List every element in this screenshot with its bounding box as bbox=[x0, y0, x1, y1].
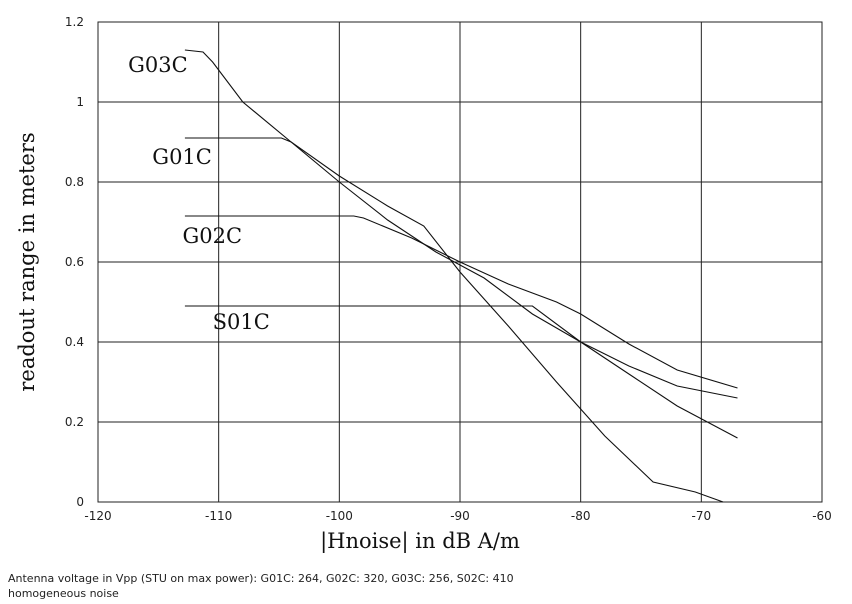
x-axis-title: |Hnoise| in dB A/m bbox=[320, 529, 520, 554]
series-line-g03c bbox=[184, 49, 724, 503]
x-axis-ticks: -120 -110 -100 -90 -80 -70 -60 bbox=[84, 509, 831, 523]
y-tick-label: 1.2 bbox=[65, 15, 84, 29]
grid bbox=[98, 22, 822, 502]
y-tick-label: 0.8 bbox=[65, 175, 84, 189]
plot-frame bbox=[97, 21, 823, 503]
series-labels: G03C G01C G02C S01C bbox=[128, 53, 270, 334]
y-tick-label: 0.4 bbox=[65, 335, 84, 349]
series-line-g02c bbox=[184, 215, 738, 389]
x-tick-label: -70 bbox=[692, 509, 712, 523]
x-tick-label: -60 bbox=[812, 509, 832, 523]
x-tick-label: -110 bbox=[205, 509, 232, 523]
y-tick-label: 0.2 bbox=[65, 415, 84, 429]
y-axis-ticks: 0 0.2 0.4 0.6 0.8 1 1.2 bbox=[65, 15, 84, 509]
series-label-g03c: G03C bbox=[128, 53, 188, 77]
antenna-voltage-note: Antenna voltage in Vpp (STU on max power… bbox=[8, 572, 514, 585]
y-tick-label: 1 bbox=[76, 95, 84, 109]
y-tick-label: 0.6 bbox=[65, 255, 84, 269]
noise-type-note: homogeneous noise bbox=[8, 587, 119, 600]
series-label-s01c: S01C bbox=[213, 310, 270, 334]
y-tick-label: 0 bbox=[76, 495, 84, 509]
series-line-g01c bbox=[184, 137, 738, 399]
series-label-g02c: G02C bbox=[182, 224, 242, 248]
series-lines bbox=[184, 49, 738, 503]
series-line-s01c bbox=[184, 305, 738, 439]
x-tick-label: -120 bbox=[84, 509, 111, 523]
x-tick-label: -100 bbox=[326, 509, 353, 523]
x-tick-label: -80 bbox=[571, 509, 591, 523]
x-tick-label: -90 bbox=[450, 509, 470, 523]
series-label-g01c: G01C bbox=[152, 145, 212, 169]
y-axis-title: readout range in meters bbox=[15, 132, 39, 391]
